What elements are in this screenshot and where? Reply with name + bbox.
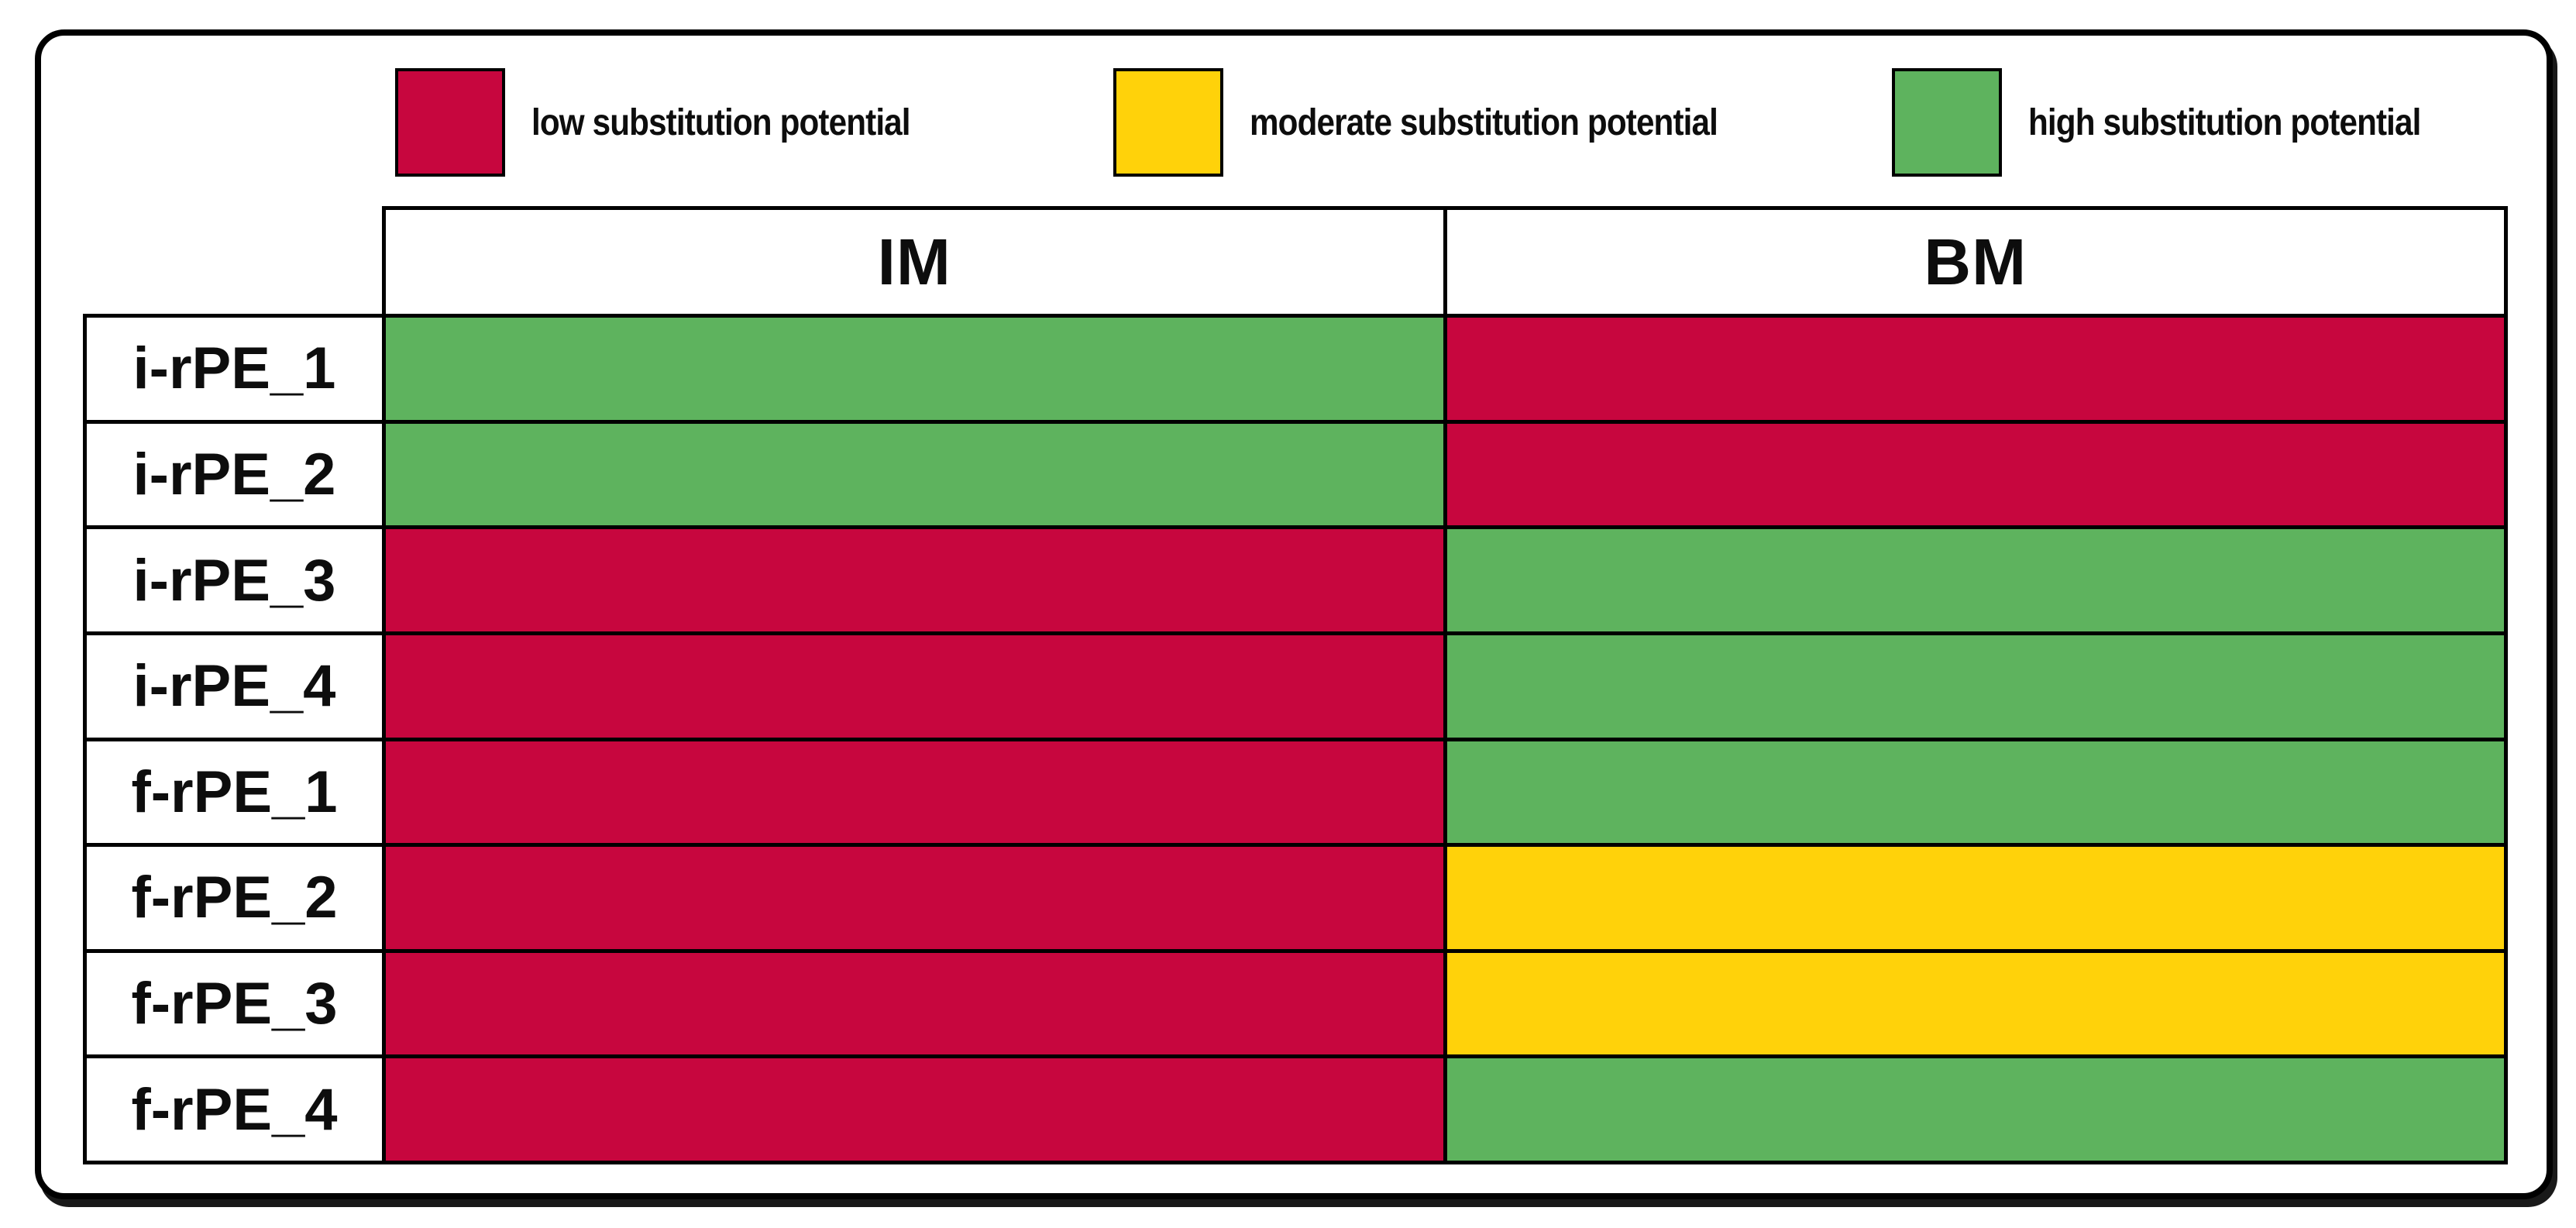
cell-BM-i-rPE_3	[1446, 529, 2504, 631]
legend-item-low: low substitution potential	[395, 68, 961, 177]
legend-swatch-moderate-icon	[1113, 68, 1223, 177]
cell-IM-f-rPE_3	[386, 952, 1443, 1055]
cell-BM-i-rPE_1	[1446, 318, 2504, 420]
row-header-f-rPE_3: f-rPE_3	[87, 952, 382, 1055]
row-header-i-rPE_1: i-rPE_1	[87, 318, 382, 420]
row-header-i-rPE_3: i-rPE_3	[87, 529, 382, 631]
column-header-im: IM	[386, 210, 1443, 314]
legend-item-moderate: moderate substitution potential	[1113, 68, 1781, 177]
cell-BM-i-rPE_4	[1446, 635, 2504, 738]
legend-label-moderate: moderate substitution potential	[1250, 101, 1718, 143]
cell-BM-f-rPE_1	[1446, 741, 2504, 844]
cell-IM-i-rPE_4	[386, 635, 1443, 738]
substitution-potential-table: IM BM	[382, 206, 2508, 1164]
row-header-f-rPE_2: f-rPE_2	[87, 847, 382, 949]
legend-label-high: high substitution potential	[2028, 101, 2421, 143]
row-header-i-rPE_4: i-rPE_4	[87, 635, 382, 738]
cell-IM-i-rPE_1	[386, 318, 1443, 420]
cell-BM-f-rPE_2	[1446, 847, 2504, 949]
cell-IM-i-rPE_2	[386, 423, 1443, 526]
row-header-i-rPE_2: i-rPE_2	[87, 423, 382, 526]
row-header-column: i-rPE_1 i-rPE_2 i-rPE_3 i-rPE_4 f-rPE_1 f-rPE…	[83, 314, 386, 1164]
legend-item-high: high substitution potential	[1892, 68, 2475, 177]
row-header-f-rPE_1: f-rPE_1	[87, 741, 382, 844]
cell-IM-f-rPE_4	[386, 1058, 1443, 1161]
column-header-bm: BM	[1446, 210, 2504, 314]
cell-IM-i-rPE_3	[386, 529, 1443, 631]
row-header-f-rPE_4: f-rPE_4	[87, 1058, 382, 1161]
cell-BM-f-rPE_4	[1446, 1058, 2504, 1161]
legend-swatch-high-icon	[1892, 68, 2002, 177]
cell-BM-f-rPE_3	[1446, 952, 2504, 1055]
legend-swatch-low-icon	[395, 68, 505, 177]
cell-IM-f-rPE_1	[386, 741, 1443, 844]
legend-label-low: low substitution potential	[531, 101, 911, 143]
cell-BM-i-rPE_2	[1446, 423, 2504, 526]
cell-IM-f-rPE_2	[386, 847, 1443, 949]
